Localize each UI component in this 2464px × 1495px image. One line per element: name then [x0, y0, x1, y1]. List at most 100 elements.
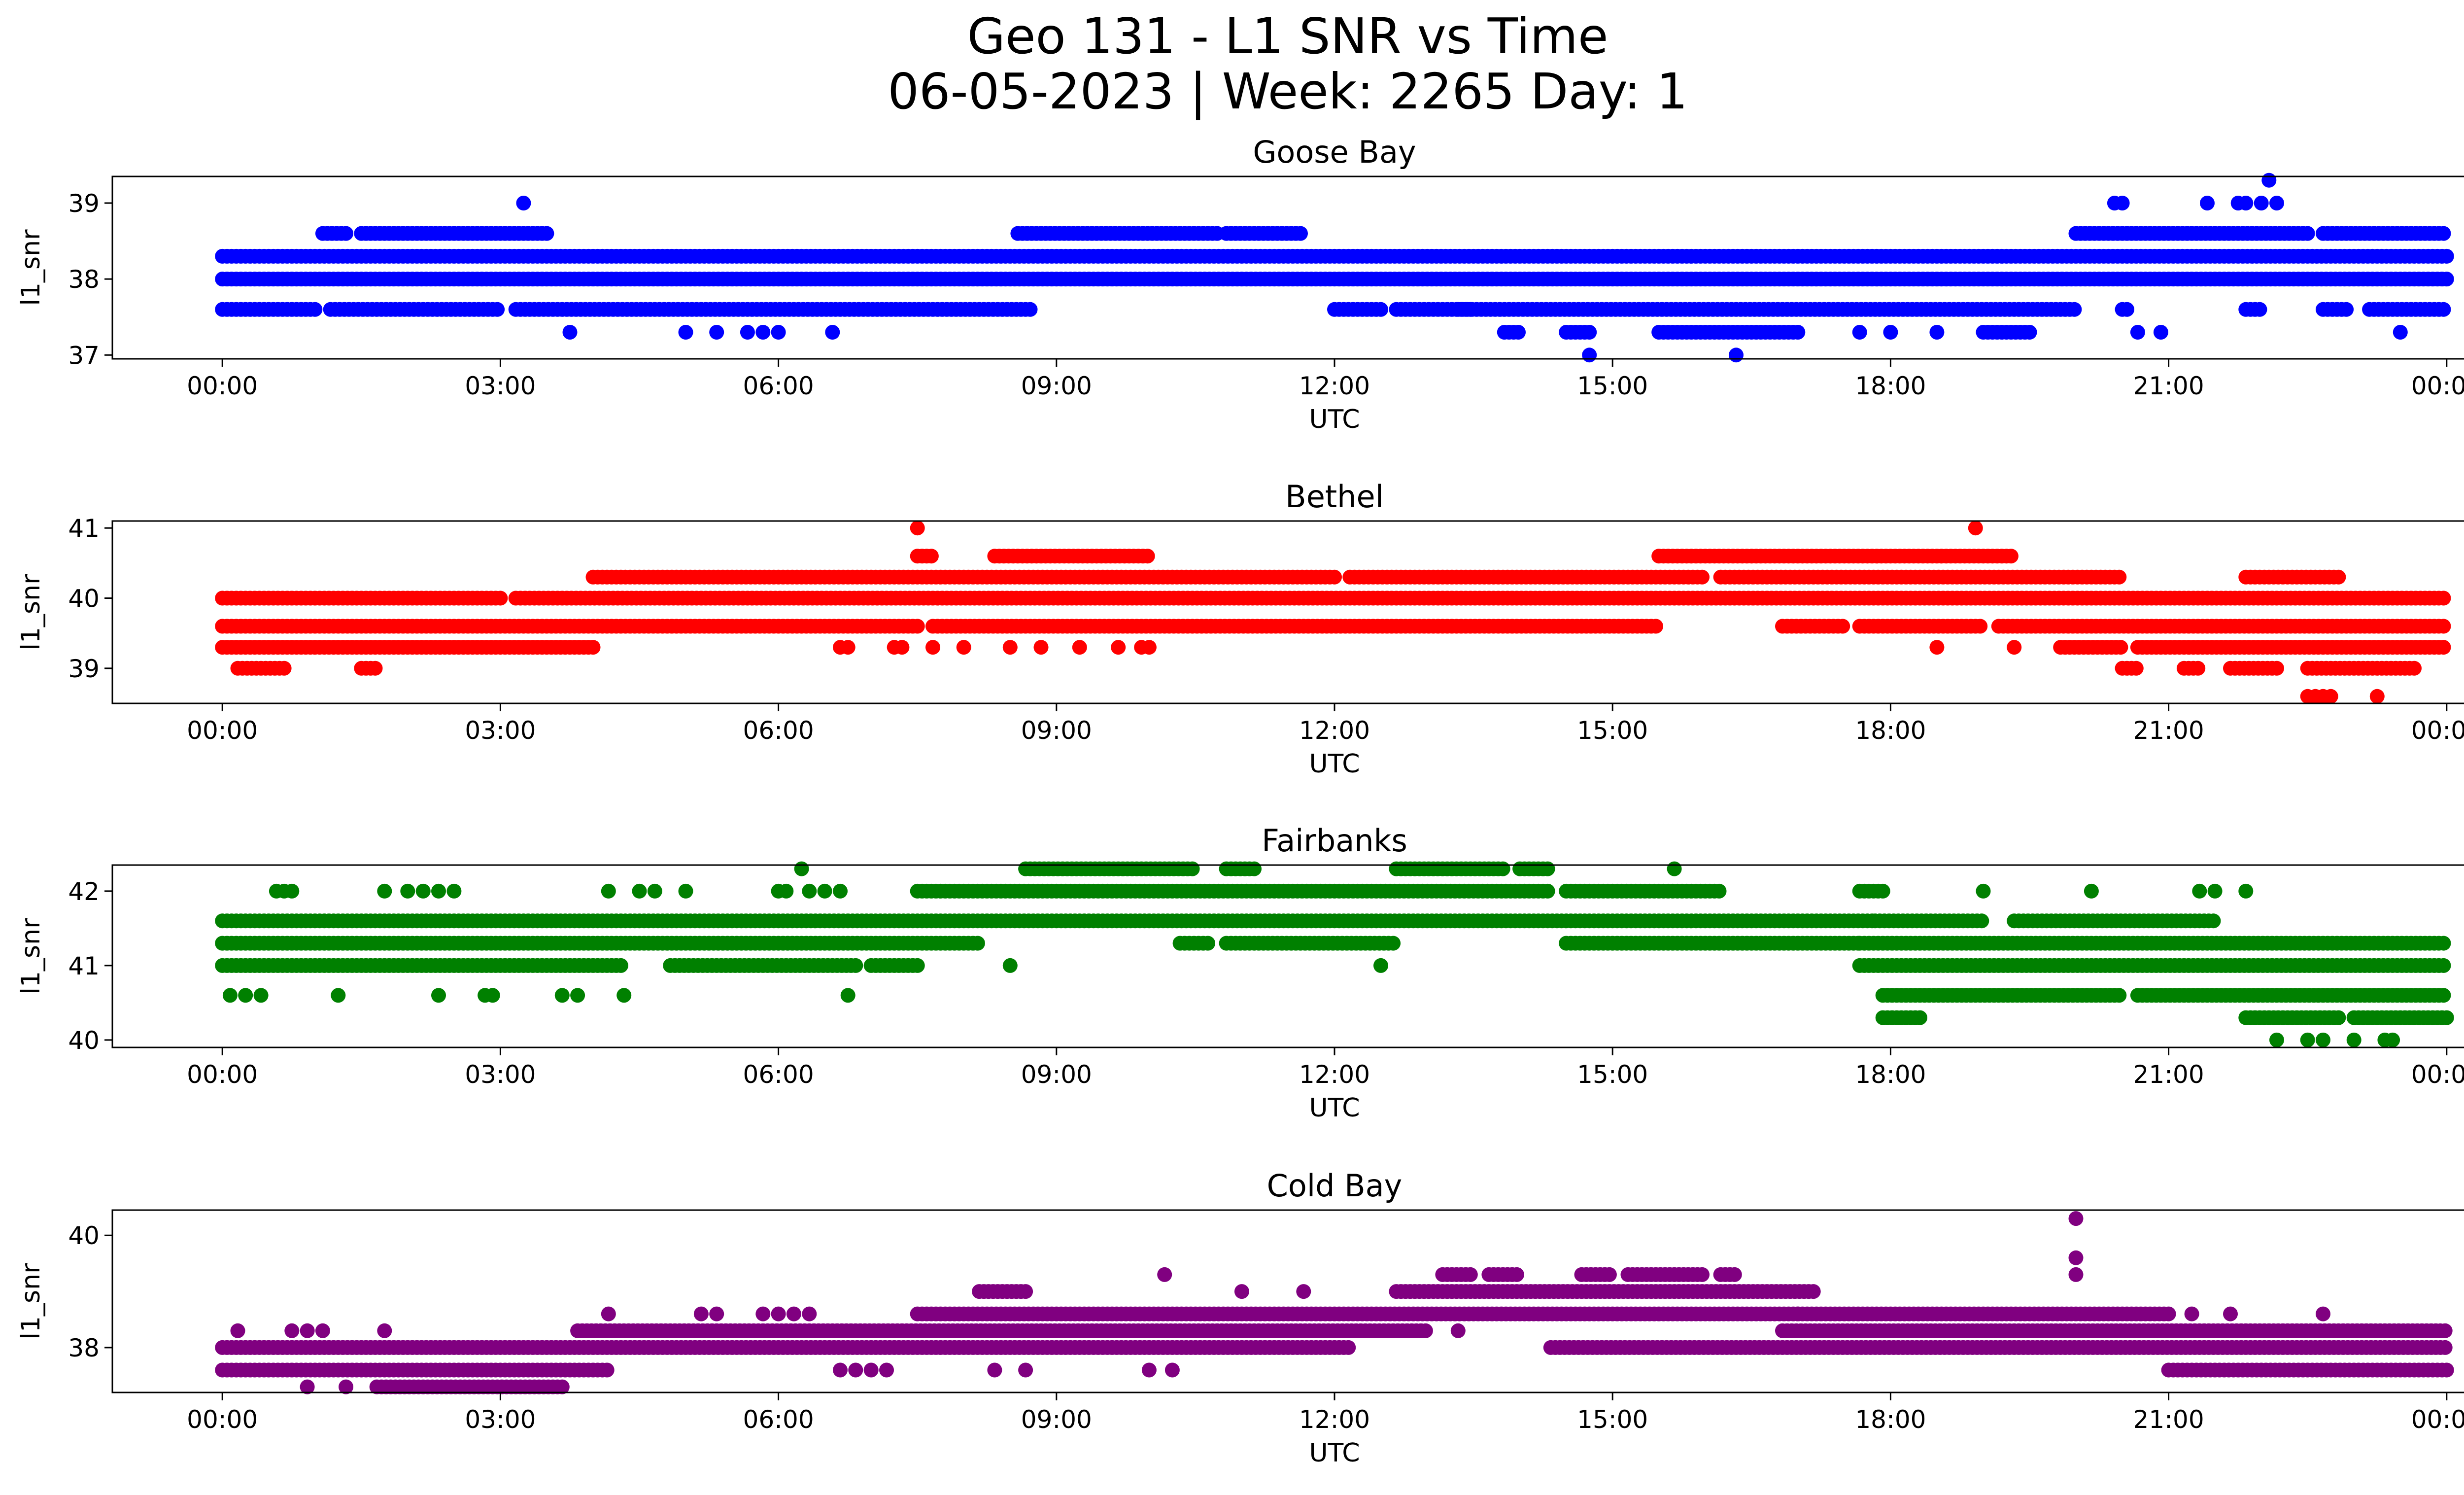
data-point	[1023, 302, 1038, 317]
data-point	[840, 640, 856, 655]
data-point	[1200, 936, 1215, 951]
data-point	[2269, 661, 2284, 676]
y-axis-label: l1_snr	[16, 574, 46, 651]
x-tick-label: 00:00	[2411, 372, 2464, 400]
data-point	[2436, 619, 2451, 634]
x-tick-label: 15:00	[1577, 372, 1648, 400]
data-point	[1695, 569, 1710, 585]
data-point	[1111, 640, 1126, 655]
data-point	[601, 883, 616, 899]
data-point	[2207, 883, 2223, 899]
data-points	[215, 521, 2451, 704]
data-point	[415, 883, 431, 899]
data-point	[2084, 883, 2099, 899]
data-point	[1373, 302, 1388, 317]
data-points	[215, 861, 2454, 1047]
x-tick-label: 00:00	[187, 1060, 258, 1089]
figure-title: Geo 131 - L1 SNR vs Time 06-05-2023 | We…	[0, 9, 2464, 119]
x-tick-label: 06:00	[743, 372, 814, 400]
data-point	[2190, 661, 2206, 676]
x-tick-label: 15:00	[1577, 716, 1648, 745]
data-point	[740, 325, 755, 340]
subplot-title: Bethel	[1285, 479, 1384, 515]
data-point	[1140, 549, 1155, 564]
data-point	[368, 661, 383, 676]
data-point	[2300, 226, 2315, 241]
data-point	[2115, 196, 2130, 210]
data-point	[910, 958, 925, 973]
data-point	[253, 988, 269, 1003]
data-point	[616, 988, 632, 1003]
data-point	[562, 325, 578, 340]
data-point	[613, 958, 628, 973]
data-point	[493, 591, 508, 606]
data-point	[1913, 1010, 1927, 1025]
y-tick-label: 40	[68, 1026, 100, 1055]
x-tick-label: 21:00	[2133, 716, 2204, 745]
data-point	[1002, 958, 1018, 973]
data-point	[570, 988, 585, 1003]
data-point	[2385, 1032, 2400, 1047]
data-point	[1373, 958, 1388, 973]
data-point	[2269, 1032, 2284, 1047]
data-point	[2130, 325, 2145, 340]
data-point	[1511, 325, 1526, 340]
data-point	[2067, 302, 2082, 317]
data-point	[2238, 196, 2254, 210]
data-point	[585, 640, 601, 655]
data-point	[1729, 348, 1744, 363]
data-point	[1968, 521, 1983, 536]
data-point	[2238, 883, 2254, 899]
data-point	[516, 196, 531, 210]
data-point	[331, 988, 346, 1003]
y-axis-label: l1_snr	[16, 229, 46, 306]
data-point	[1711, 883, 1727, 899]
data-point	[2407, 661, 2422, 676]
data-point	[1072, 640, 1087, 655]
data-point	[1540, 883, 1555, 899]
data-point	[1883, 325, 1898, 340]
data-point	[1540, 861, 1555, 876]
data-point	[2439, 1010, 2454, 1025]
data-point	[1790, 325, 1806, 340]
data-point	[2003, 549, 2019, 564]
data-point	[802, 883, 817, 899]
y-tick-label: 40	[68, 585, 100, 613]
data-point	[678, 883, 693, 899]
data-point	[222, 988, 238, 1003]
data-point	[400, 883, 415, 899]
data-point	[848, 958, 863, 973]
data-point	[2300, 1032, 2315, 1047]
data-point	[817, 883, 832, 899]
data-point	[2436, 226, 2451, 241]
y-tick-label: 39	[68, 189, 100, 218]
data-point	[276, 661, 292, 676]
y-tick-label: 41	[68, 952, 100, 980]
data-point	[678, 325, 693, 340]
data-point	[1002, 640, 1018, 655]
x-tick-label: 00:00	[2411, 716, 2464, 745]
data-point	[925, 640, 940, 655]
y-tick-label: 38	[68, 265, 100, 294]
data-point	[1648, 619, 1663, 634]
data-point	[2112, 988, 2127, 1003]
data-point	[2436, 591, 2451, 606]
data-point	[554, 988, 570, 1003]
data-point	[238, 988, 253, 1003]
data-point	[2252, 302, 2267, 317]
data-point	[2369, 689, 2385, 704]
data-point	[490, 302, 505, 317]
data-point	[2323, 689, 2338, 704]
data-point	[1929, 325, 1945, 340]
data-point	[539, 226, 554, 241]
x-tick-label: 06:00	[743, 1060, 814, 1089]
data-point	[284, 883, 300, 899]
x-tick-label: 06:00	[743, 716, 814, 745]
data-point	[771, 325, 786, 340]
data-point	[1929, 640, 1945, 655]
data-point	[1973, 619, 1988, 634]
